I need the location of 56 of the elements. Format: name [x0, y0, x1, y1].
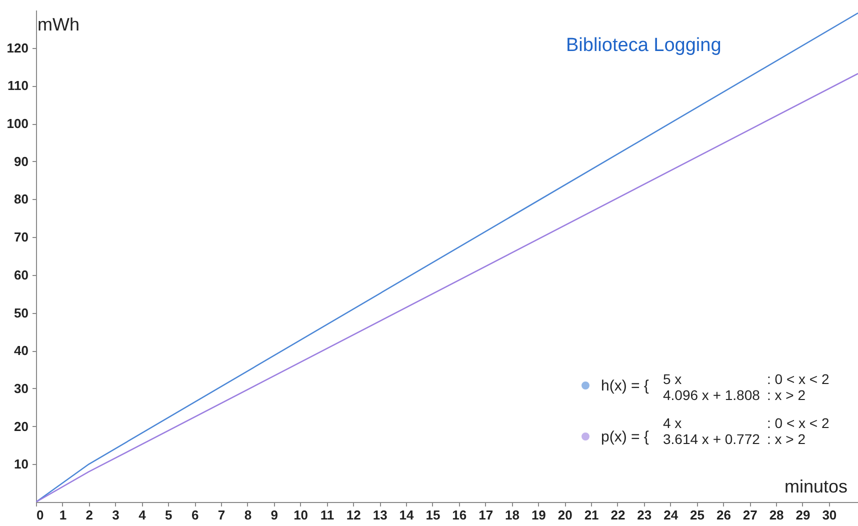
y-tick-label: 80 — [14, 192, 28, 207]
annotation: : 0 < x < 2 — [767, 415, 830, 431]
legend-label: h(x) = { — [601, 378, 649, 394]
x-tick-label: 0 — [36, 508, 44, 522]
legend-label: p(x) = { — [601, 428, 649, 446]
x-tick-label: 6 — [191, 508, 199, 522]
x-tick-label: 10 — [294, 508, 308, 522]
x-tick-label: 1 — [59, 508, 67, 522]
x-tick-label: 14 — [399, 508, 415, 522]
x-tick-label: 30 — [822, 508, 837, 522]
x-tick-label: 16 — [452, 508, 467, 522]
x-tick-label: 18 — [505, 508, 520, 522]
x-tick-label: 5 — [165, 508, 172, 522]
x-tick-label: 9 — [270, 508, 278, 522]
x-tick-label: 11 — [320, 508, 334, 522]
x-tick-label: 27 — [742, 508, 758, 522]
x-tick-label: 2 — [86, 508, 93, 522]
x-tick-label: 21 — [584, 508, 599, 522]
x-tick-label: 19 — [531, 508, 546, 522]
x-tick-label: 26 — [716, 508, 731, 522]
annotation: : 0 < x < 2 — [767, 371, 830, 387]
y-tick-label: 90 — [14, 154, 28, 169]
x-tick-label: 12 — [346, 508, 361, 522]
x-tick-label: 22 — [610, 508, 626, 522]
y-tick-label: 10 — [14, 456, 28, 472]
x-tick-label: 29 — [796, 508, 810, 522]
x-axis-title: minutos — [784, 476, 848, 496]
text: Biblioteca Logging — [566, 35, 722, 56]
x-tick-label: 8 — [244, 508, 252, 522]
y-tick-label: 40 — [14, 343, 28, 358]
x-tick-label: 25 — [690, 508, 705, 522]
y-tick-label: 100 — [6, 116, 28, 132]
annotation: 4 x — [663, 415, 682, 431]
annotation: : x > 2 — [767, 431, 806, 447]
x-tick-label: 4 — [138, 508, 147, 522]
y-tick-label: 60 — [14, 267, 28, 282]
annotation: 4.096 x + 1.808 — [663, 387, 760, 403]
y-tick-label: 70 — [14, 230, 28, 245]
annotation: : x > 2 — [767, 387, 806, 403]
annotation: 5 x — [663, 371, 682, 387]
x-tick-label: 24 — [664, 508, 679, 522]
y-tick-label: 50 — [14, 305, 28, 320]
x-tick-label: 28 — [769, 508, 784, 522]
y-axis-title: mWh — [38, 14, 80, 34]
y-tick-label: 20 — [14, 418, 28, 434]
x-tick-label: 13 — [372, 508, 388, 522]
x-tick-label: 15 — [426, 508, 440, 522]
x-tick-label: 3 — [112, 508, 120, 522]
y-tick-label: 110 — [8, 78, 28, 94]
x-tick-label: 7 — [218, 508, 226, 522]
x-tick-label: 23 — [637, 508, 652, 522]
annotation: 3.614 x + 0.772 — [663, 431, 760, 447]
x-tick-label: 20 — [558, 508, 572, 522]
x-tick-label: 17 — [478, 508, 494, 522]
y-tick-label: 120 — [6, 40, 28, 56]
y-tick-label: 30 — [14, 380, 28, 396]
